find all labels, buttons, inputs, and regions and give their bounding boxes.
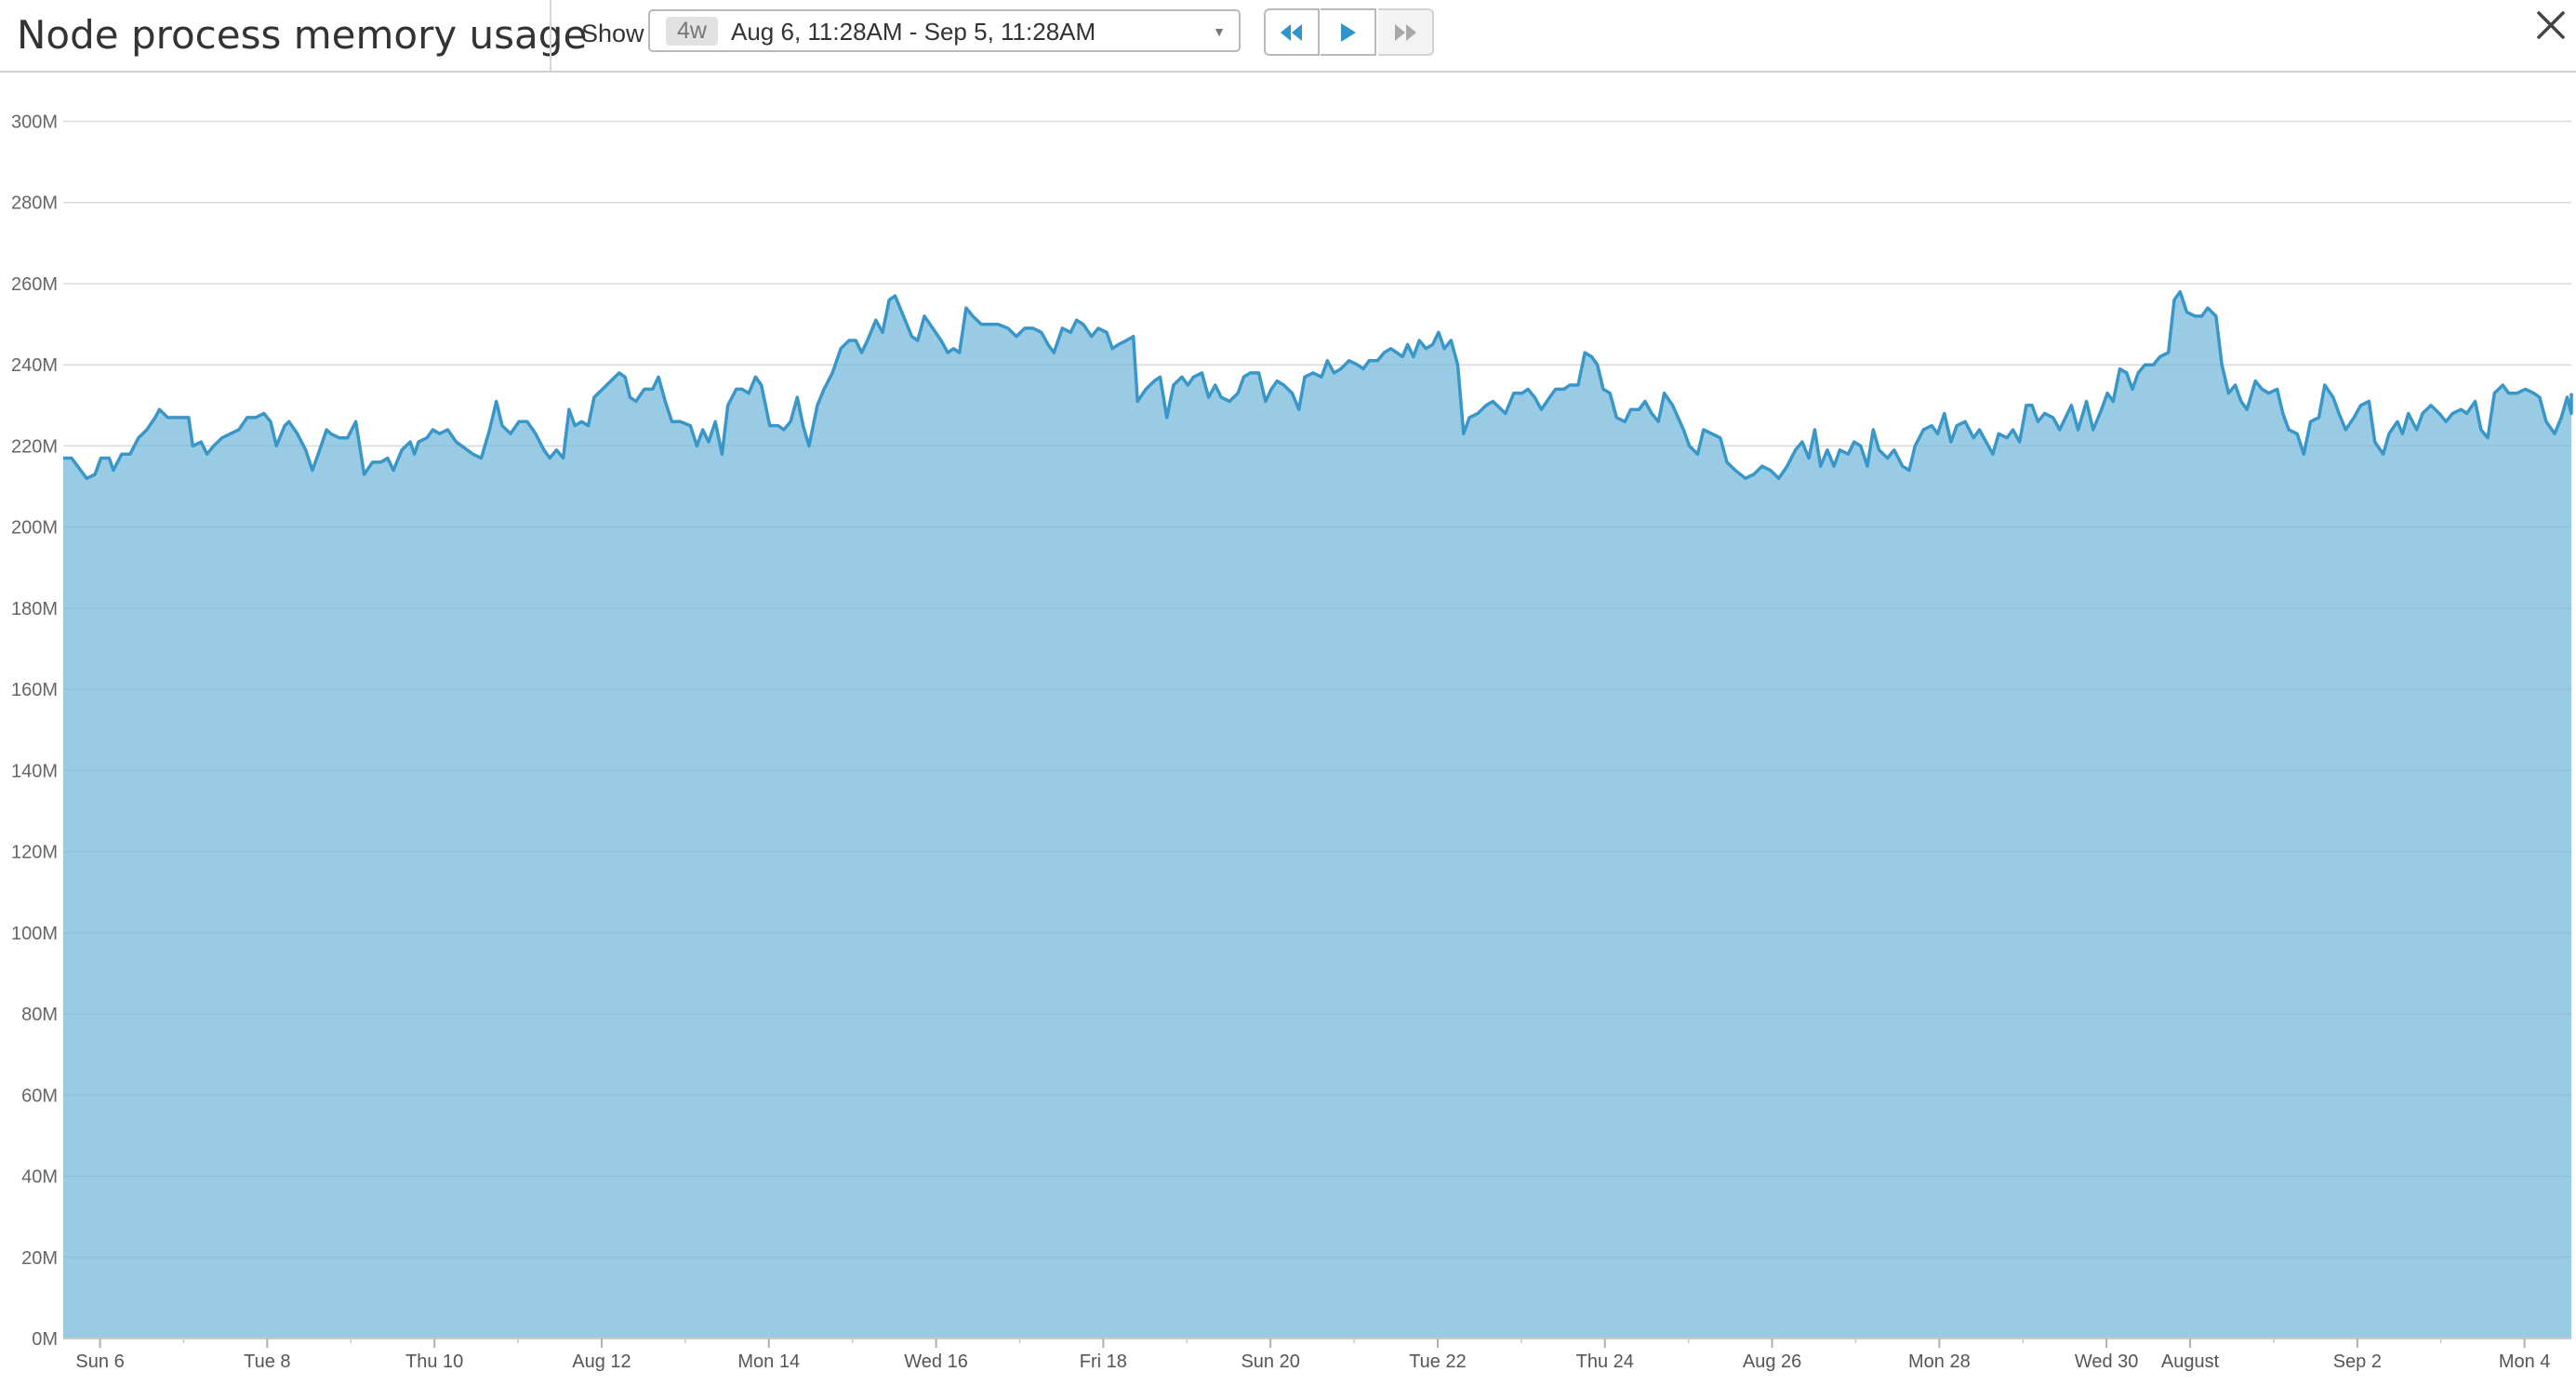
y-tick-label: 280M bbox=[11, 193, 58, 214]
page-title: Node process memory usage bbox=[17, 12, 588, 58]
y-tick-label: 0M bbox=[32, 1329, 58, 1350]
x-tick-label: Thu 24 bbox=[1576, 1352, 1634, 1372]
x-tick-label: Aug 26 bbox=[1743, 1352, 1801, 1372]
y-tick-label: 40M bbox=[21, 1167, 58, 1188]
time-range-select[interactable]: 4w Aug 6, 11:28AM - Sep 5, 11:28AM ▼ bbox=[648, 9, 1241, 52]
y-tick-label: 160M bbox=[11, 680, 58, 700]
y-tick-label: 140M bbox=[11, 761, 58, 781]
range-text: Aug 6, 11:28AM - Sep 5, 11:28AM bbox=[731, 18, 1096, 46]
close-button[interactable] bbox=[2531, 6, 2570, 45]
y-tick-label: 220M bbox=[11, 436, 58, 457]
chart-header: Node process memory usage Show 4w Aug 6,… bbox=[0, 0, 2576, 73]
y-tick-label: 180M bbox=[11, 599, 58, 619]
fast-forward-button[interactable] bbox=[1378, 8, 1434, 56]
x-tick-label: Fri 18 bbox=[1080, 1352, 1127, 1372]
x-tick-label: Thu 10 bbox=[405, 1352, 463, 1372]
show-label: Show bbox=[581, 20, 644, 47]
series-line bbox=[63, 289, 2573, 481]
y-tick-label: 100M bbox=[11, 924, 58, 944]
x-tick-label: Sun 6 bbox=[75, 1352, 124, 1372]
y-tick-label: 300M bbox=[11, 113, 58, 133]
y-tick-label: 60M bbox=[21, 1085, 58, 1106]
x-tick-label: Sep 2 bbox=[2333, 1352, 2382, 1372]
x-tick-label: Wed 16 bbox=[904, 1352, 968, 1372]
x-tick-label: Tue 22 bbox=[1409, 1352, 1467, 1372]
x-tick-label: Mon 14 bbox=[737, 1352, 800, 1372]
play-icon bbox=[1341, 22, 1356, 42]
x-tick-label: Mon 4 bbox=[2499, 1352, 2551, 1372]
range-duration-badge: 4w bbox=[666, 17, 718, 46]
x-tick-label: August bbox=[2161, 1352, 2220, 1372]
x-tick-label: Mon 28 bbox=[1908, 1352, 1971, 1372]
rewind-button[interactable] bbox=[1264, 8, 1320, 56]
y-tick-label: 20M bbox=[21, 1248, 58, 1269]
fast-forward-icon bbox=[1395, 23, 1416, 41]
series-area bbox=[63, 291, 2571, 1339]
x-tick-label: Tue 8 bbox=[244, 1352, 290, 1372]
y-tick-label: 200M bbox=[11, 518, 58, 539]
caret-down-icon: ▼ bbox=[1213, 24, 1226, 39]
x-tick-label: Aug 12 bbox=[572, 1352, 631, 1372]
y-tick-label: 120M bbox=[11, 843, 58, 863]
close-icon bbox=[2537, 11, 2565, 39]
rewind-icon bbox=[1281, 23, 1302, 41]
x-tick-label: Sun 20 bbox=[1241, 1352, 1299, 1372]
header-divider bbox=[550, 0, 551, 71]
play-button[interactable] bbox=[1321, 8, 1376, 56]
y-tick-label: 240M bbox=[11, 355, 58, 376]
y-tick-label: 80M bbox=[21, 1005, 58, 1025]
x-tick-label: Wed 30 bbox=[2075, 1352, 2139, 1372]
y-tick-label: 260M bbox=[11, 274, 58, 295]
